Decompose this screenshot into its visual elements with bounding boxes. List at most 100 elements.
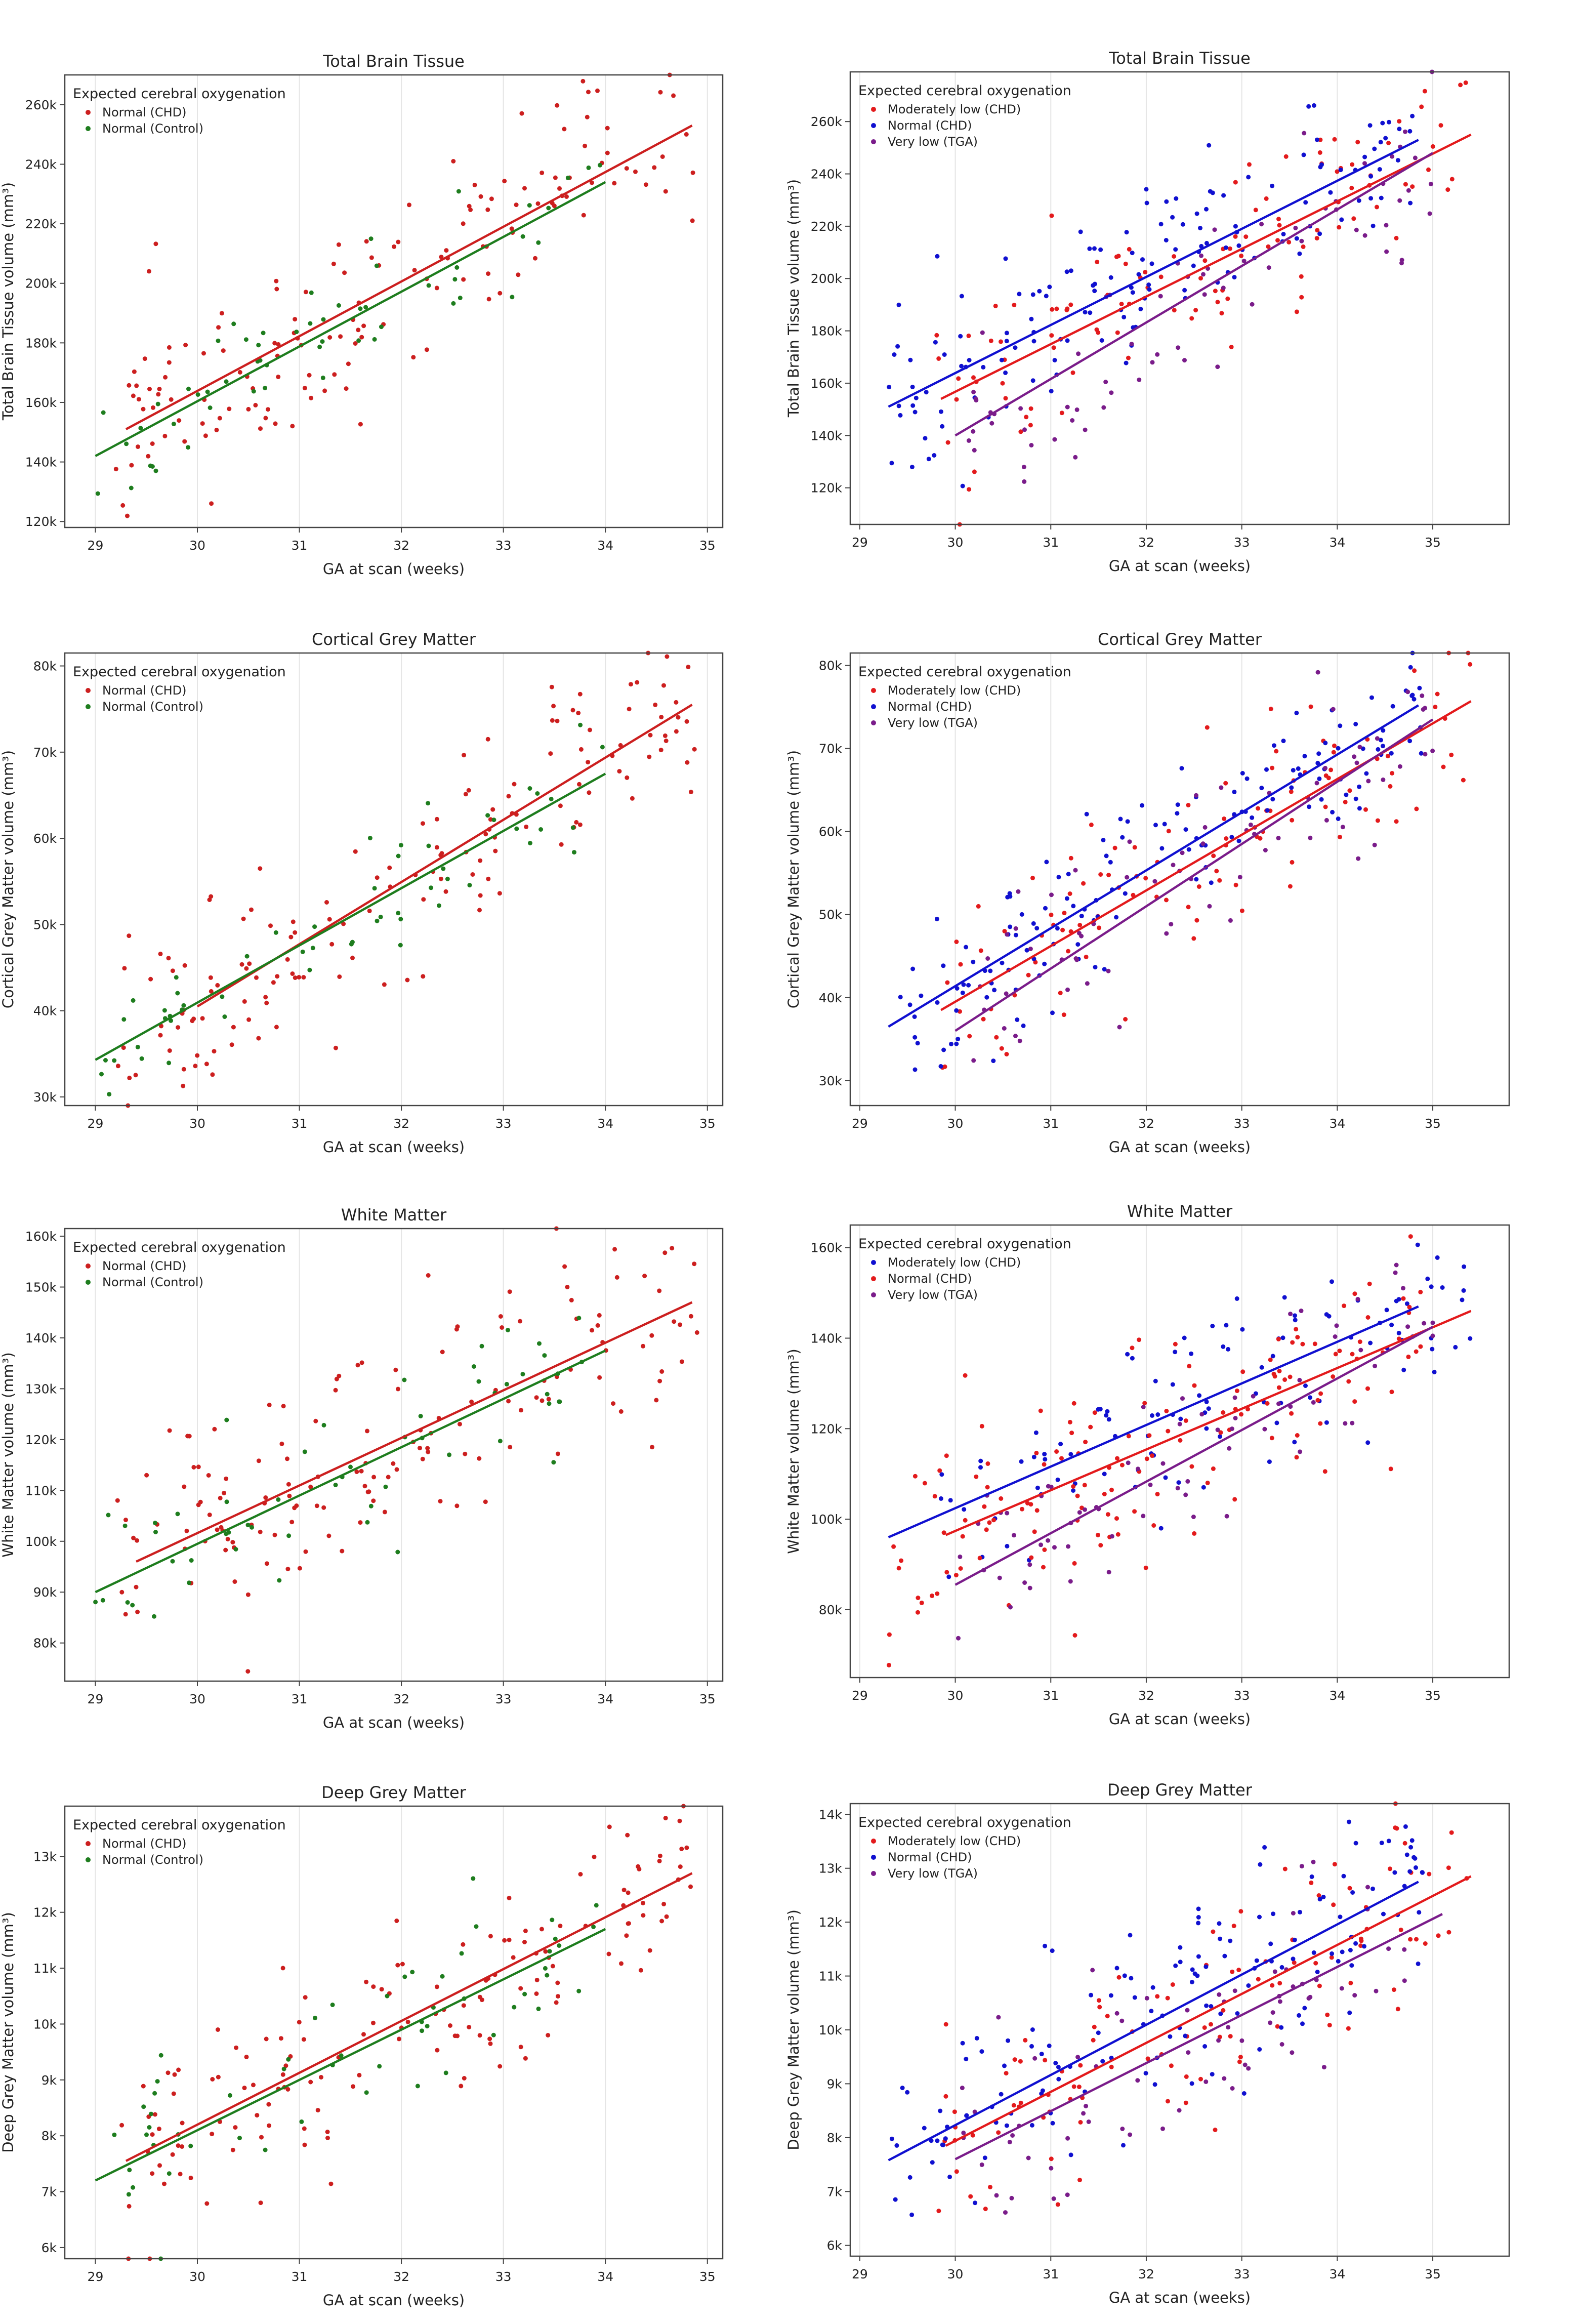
data-point [1390, 704, 1395, 709]
data-point [1104, 1413, 1109, 1418]
data-point [258, 426, 263, 431]
data-point [1350, 1420, 1355, 1425]
data-point [1318, 1421, 1323, 1426]
data-point [938, 1496, 943, 1501]
data-point [909, 465, 915, 469]
data-point [1155, 352, 1160, 357]
x-tick-label: 29 [88, 1116, 104, 1131]
data-point [463, 792, 468, 797]
data-point [1339, 1986, 1344, 1991]
data-point [231, 321, 236, 327]
data-point [124, 441, 129, 446]
data-point [193, 1064, 198, 1069]
data-point [1013, 932, 1018, 937]
data-point [633, 169, 638, 174]
data-point [127, 2168, 132, 2173]
data-point [1129, 1976, 1134, 1981]
data-point [350, 955, 355, 960]
data-point [1010, 2133, 1015, 2138]
data-point [182, 963, 187, 968]
data-point [1170, 1982, 1175, 1987]
data-point [960, 990, 965, 995]
data-point [1237, 875, 1242, 880]
data-point [1413, 1856, 1418, 1861]
data-point [158, 1033, 163, 1038]
data-point [276, 375, 281, 379]
data-point [233, 1547, 238, 1552]
data-point [1389, 751, 1394, 756]
data-point [1240, 1369, 1245, 1374]
data-point [1458, 83, 1463, 88]
data-point [1311, 1859, 1316, 1864]
data-point [312, 924, 317, 929]
data-point [967, 487, 972, 492]
data-point [887, 1662, 891, 1667]
data-point [966, 983, 971, 988]
data-point [943, 2136, 948, 2141]
data-point [643, 182, 648, 187]
data-point [1123, 891, 1128, 896]
data-point [1226, 1347, 1231, 1352]
data-point [288, 934, 294, 940]
data-point [510, 295, 515, 300]
data-point [1368, 174, 1374, 179]
data-point [1103, 380, 1108, 384]
data-point [1218, 1434, 1222, 1439]
data-point [1359, 1938, 1364, 1943]
data-point [1401, 1286, 1405, 1291]
data-point [1238, 1909, 1243, 1914]
chart-title: Cortical Grey Matter [312, 630, 476, 649]
data-point [1065, 306, 1070, 311]
legend-marker [871, 1276, 876, 1281]
data-point [135, 1044, 140, 1049]
data-point [1340, 825, 1345, 830]
data-point [899, 1558, 904, 1563]
data-point [924, 390, 929, 395]
data-point [1158, 274, 1164, 279]
data-point [1024, 948, 1029, 953]
data-point [936, 356, 941, 361]
data-point [659, 715, 664, 720]
data-point [223, 1547, 228, 1553]
data-point [375, 918, 380, 923]
x-tick-label: 29 [88, 1692, 104, 1706]
data-point [941, 1047, 946, 1052]
data-point [1362, 233, 1367, 238]
data-point [1302, 754, 1307, 759]
data-point [887, 1632, 892, 1637]
data-point [1356, 856, 1361, 861]
data-point [1127, 839, 1132, 844]
data-point [196, 1464, 201, 1470]
data-point [1150, 1985, 1155, 1990]
data-point [944, 1570, 949, 1575]
data-point [1293, 1318, 1298, 1323]
data-point [386, 1475, 391, 1480]
data-point [1422, 1321, 1427, 1326]
data-point [972, 447, 977, 453]
data-point [290, 919, 296, 924]
data-point [1193, 308, 1198, 313]
data-point [1030, 875, 1035, 880]
data-point [1136, 272, 1141, 277]
x-tick-label: 31 [292, 1116, 308, 1131]
data-point [195, 392, 200, 397]
data-point [144, 2132, 149, 2137]
data-point [657, 1288, 662, 1293]
data-point [1281, 232, 1286, 236]
data-point [1381, 744, 1385, 749]
data-point [1202, 2044, 1208, 2049]
data-point [606, 1951, 611, 1956]
data-point [1230, 2086, 1235, 2091]
data-point [355, 1363, 360, 1368]
y-axis-label: White Matter volume (mm³) [0, 1352, 17, 1557]
data-point [1308, 835, 1313, 840]
data-point [913, 395, 919, 400]
data-point [1041, 1565, 1046, 1570]
data-point [1331, 750, 1336, 755]
data-point [506, 1328, 510, 1332]
data-point [1130, 1346, 1135, 1351]
data-point [997, 1575, 1002, 1580]
data-point [1092, 1410, 1097, 1415]
data-point [1347, 788, 1352, 793]
data-point [1414, 1937, 1419, 1942]
